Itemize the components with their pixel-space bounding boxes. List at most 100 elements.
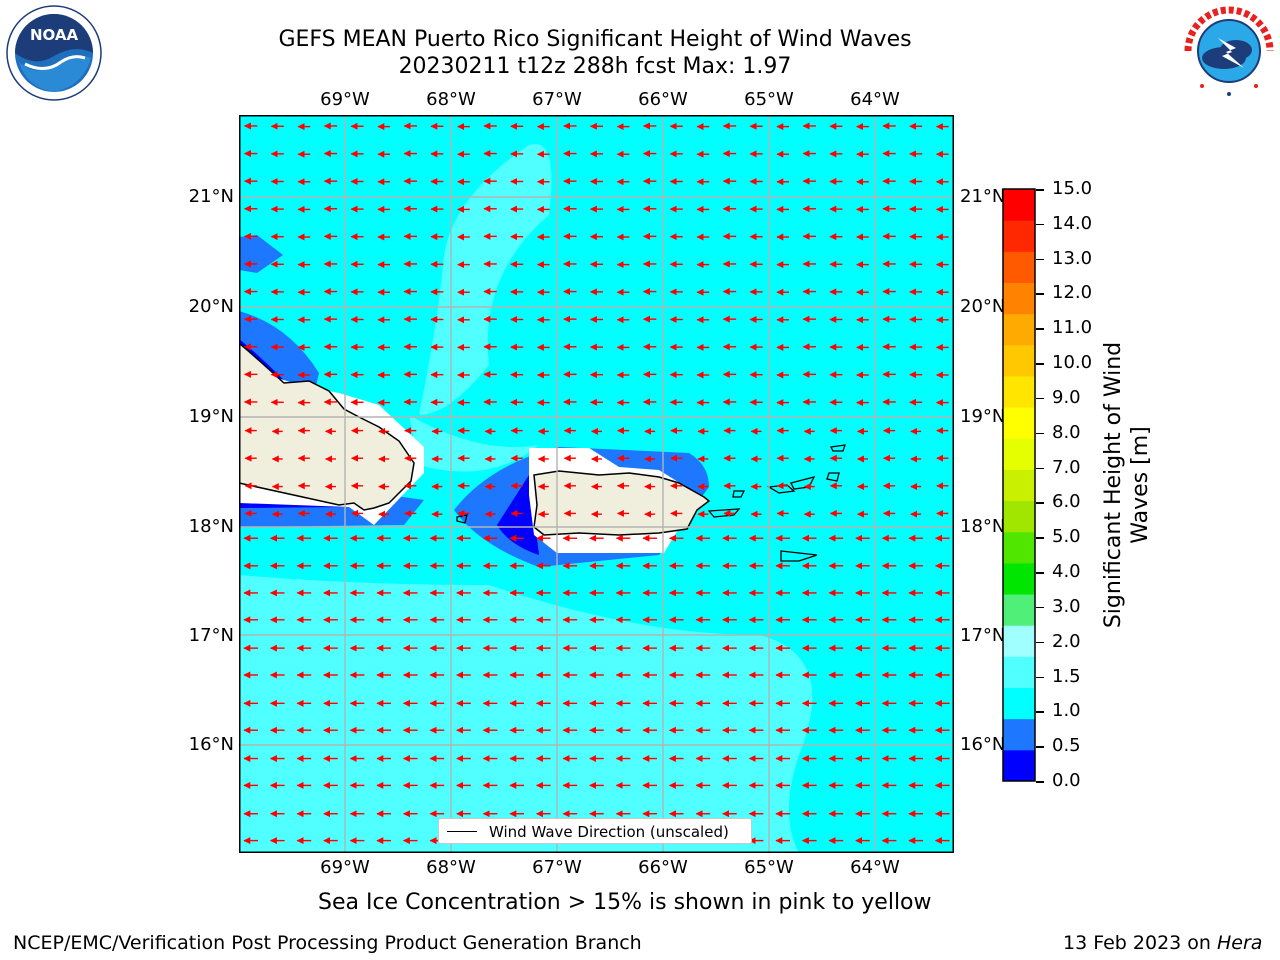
- chart-subtitle: 20230211 t12z 288h fcst Max: 1.97: [398, 54, 792, 79]
- lat-label-left: 17°N: [188, 625, 234, 646]
- colorbar-label: Significant Height of Wind Waves [m]: [1101, 341, 1153, 629]
- colorbar-tick-label: 13.0: [1052, 247, 1093, 269]
- colorbar: [1002, 188, 1036, 782]
- wave-zone-light-north: [419, 143, 552, 415]
- colorbar-tick-label: 10.0: [1052, 352, 1093, 374]
- lon-label-top: 64°W: [850, 89, 900, 110]
- puerto-rico-land: [533, 470, 711, 536]
- colorbar-segment: [1003, 251, 1035, 283]
- colorbar-tick-mark: [1036, 328, 1044, 330]
- date-text: 13 Feb 2023 on: [1063, 932, 1217, 954]
- colorbar-segment: [1003, 500, 1035, 533]
- colorbar-segment: [1003, 469, 1035, 502]
- lon-label-top: 65°W: [744, 89, 794, 110]
- colorbar-tick-mark: [1036, 781, 1044, 783]
- colorbar-segment: [1003, 438, 1035, 470]
- colorbar-tick-mark: [1036, 537, 1044, 539]
- wind-wave-arrows: [243, 122, 950, 845]
- lat-label-right: 21°N: [960, 186, 1006, 207]
- wave-zone-deep-pr: [497, 475, 539, 555]
- colorbar-tick-label: 14.0: [1052, 212, 1093, 234]
- lon-label-top: 67°W: [532, 89, 582, 110]
- colorbar-segment: [1003, 531, 1035, 564]
- colorbar-tick-mark: [1036, 258, 1044, 261]
- chart-title: GEFS MEAN Puerto Rico Significant Height…: [278, 27, 912, 52]
- branch-note: NCEP/EMC/Verification Post Processing Pr…: [13, 932, 642, 954]
- colorbar-tick-label: 9.0: [1052, 386, 1081, 408]
- date-note: 13 Feb 2023 on Hera: [1063, 932, 1262, 954]
- colorbar-segment: [1003, 687, 1035, 720]
- lat-label-left: 20°N: [188, 296, 234, 317]
- colorbar-tick-mark: [1036, 641, 1044, 644]
- colorbar-tick-mark: [1036, 606, 1044, 609]
- lon-label-bottom: 69°W: [320, 857, 370, 878]
- colorbar-tick-label: 7.0: [1052, 456, 1081, 478]
- lat-label-left: 18°N: [188, 516, 234, 537]
- graticule: [239, 115, 954, 853]
- colorbar-tick-label: 4.0: [1052, 561, 1081, 583]
- lat-label-right: 16°N: [960, 734, 1006, 755]
- nws-logo: [1182, 4, 1276, 98]
- svg-text:NOAA: NOAA: [30, 26, 79, 44]
- colorbar-segment: [1003, 189, 1035, 221]
- colorbar-tick-mark: [1036, 432, 1044, 435]
- lat-label-left: 16°N: [188, 734, 234, 755]
- colorbar-segment: [1003, 656, 1035, 689]
- colorbar-tick-mark: [1036, 363, 1044, 365]
- lon-label-top: 69°W: [320, 89, 370, 110]
- colorbar-tick-label: 0.5: [1052, 735, 1081, 757]
- legend-label: Wind Wave Direction (unscaled): [489, 823, 729, 841]
- lon-label-bottom: 68°W: [426, 857, 476, 878]
- colorbar-tick-mark: [1036, 746, 1044, 748]
- colorbar-segment: [1003, 344, 1035, 377]
- colorbar-tick-mark: [1036, 502, 1044, 504]
- virgin-islands: [456, 444, 846, 562]
- colorbar-segment: [1003, 718, 1035, 751]
- hispaniola-land: [239, 342, 415, 511]
- colorbar-tick-label: 12.0: [1052, 282, 1093, 304]
- colorbar-tick-label: 3.0: [1052, 595, 1081, 617]
- colorbar-tick-mark: [1036, 189, 1044, 191]
- lat-label-right: 17°N: [960, 625, 1006, 646]
- lat-label-right: 19°N: [960, 406, 1006, 427]
- sea-ice-note: Sea Ice Concentration > 15% is shown in …: [318, 890, 932, 915]
- lon-label-top: 68°W: [426, 89, 476, 110]
- lon-label-bottom: 67°W: [532, 857, 582, 878]
- map-panel: [239, 115, 954, 853]
- lon-label-bottom: 66°W: [638, 857, 688, 878]
- lat-label-right: 20°N: [960, 296, 1006, 317]
- machine-name: Hera: [1217, 932, 1263, 954]
- colorbar-segment: [1003, 375, 1035, 408]
- colorbar-segment: [1003, 220, 1035, 252]
- colorbar-tick-mark: [1036, 397, 1044, 400]
- lon-label-bottom: 65°W: [744, 857, 794, 878]
- lat-label-left: 19°N: [188, 406, 234, 427]
- lon-label-bottom: 64°W: [850, 857, 900, 878]
- lat-label-left: 21°N: [188, 186, 234, 207]
- colorbar-tick-mark: [1036, 293, 1044, 295]
- colorbar-segment: [1003, 749, 1035, 782]
- colorbar-tick-label: 8.0: [1052, 421, 1081, 443]
- colorbar-segment: [1003, 407, 1035, 439]
- colorbar-tick-label: 1.0: [1052, 700, 1081, 722]
- colorbar-tick-mark: [1036, 467, 1044, 470]
- colorbar-tick-label: 11.0: [1052, 317, 1093, 339]
- colorbar-tick-mark: [1036, 711, 1044, 713]
- colorbar-tick-label: 5.0: [1052, 526, 1081, 548]
- colorbar-tick-mark: [1036, 676, 1044, 679]
- colorbar-tick-label: 0.0: [1052, 770, 1081, 791]
- colorbar-tick-mark: [1036, 223, 1044, 226]
- colorbar-tick-label: 15.0: [1052, 178, 1093, 199]
- noaa-logo: NOAA: [6, 5, 102, 101]
- colorbar-tick-label: 2.0: [1052, 630, 1081, 652]
- legend-line-icon: [447, 831, 477, 832]
- colorbar-tick-label: 6.0: [1052, 491, 1081, 513]
- colorbar-segment: [1003, 562, 1035, 595]
- map-legend: Wind Wave Direction (unscaled): [438, 818, 752, 844]
- wave-zone-light-mid: [409, 415, 539, 472]
- colorbar-tick-label: 1.5: [1052, 665, 1081, 687]
- colorbar-segment: [1003, 282, 1035, 315]
- lat-label-right: 18°N: [960, 516, 1006, 537]
- lon-label-top: 66°W: [638, 89, 688, 110]
- colorbar-segment: [1003, 313, 1035, 346]
